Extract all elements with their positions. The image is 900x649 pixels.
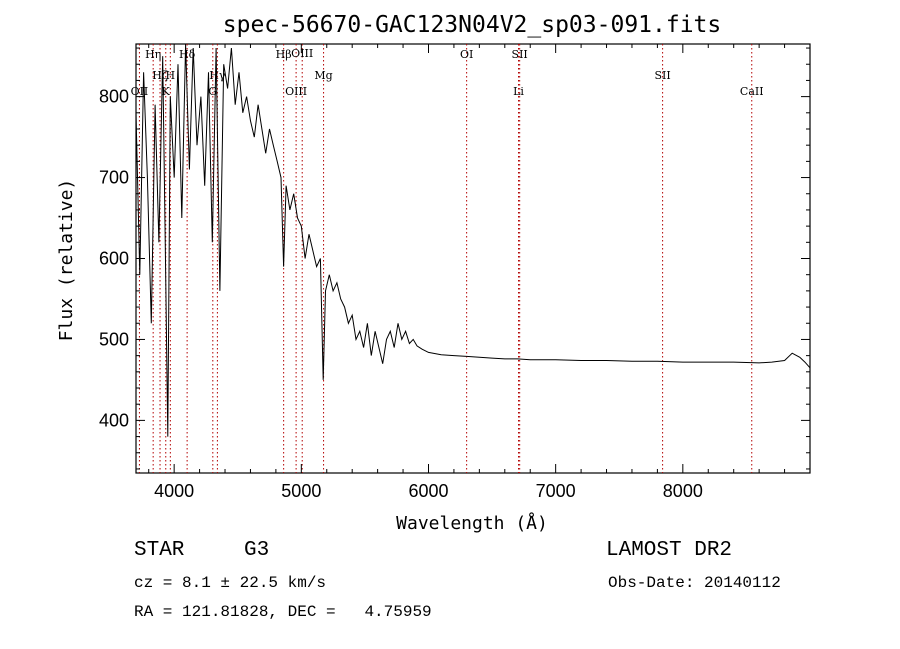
y-tick-label: 500 bbox=[99, 329, 129, 349]
y-axis-label: Flux (relative) bbox=[56, 179, 77, 342]
spectrum-line bbox=[135, 43, 811, 437]
object-class: STAR bbox=[134, 539, 185, 562]
marker-label: G bbox=[208, 85, 217, 98]
marker-label: Hβ bbox=[276, 48, 292, 61]
y-tick-label: 400 bbox=[99, 410, 129, 430]
marker-label: Hη bbox=[145, 48, 161, 61]
y-axis-ticks: 400 500 600 700 800 bbox=[99, 47, 810, 470]
obs-date-text: Obs-Date: 20140112 bbox=[608, 574, 781, 592]
x-tick-label: 5000 bbox=[281, 481, 321, 501]
marker-label: SII bbox=[512, 48, 528, 61]
y-tick-label: 800 bbox=[99, 87, 129, 107]
x-axis-label: Wavelength (Å) bbox=[396, 512, 548, 534]
marker-label: Li bbox=[513, 85, 524, 98]
marker-label: Hζ bbox=[152, 69, 168, 82]
plot-frame bbox=[135, 43, 811, 474]
marker-label: OII bbox=[131, 85, 149, 98]
redshift-text: cz = 8.1 ± 22.5 km/s bbox=[134, 574, 327, 592]
marker-label: Hγ bbox=[209, 69, 226, 82]
y-tick-label: 700 bbox=[99, 168, 129, 188]
x-axis-ticks: 4000 5000 6000 7000 8000 bbox=[148, 44, 811, 501]
x-tick-label: 8000 bbox=[663, 481, 703, 501]
x-tick-label: 7000 bbox=[536, 481, 576, 501]
survey-name: LAMOST DR2 bbox=[606, 539, 733, 562]
marker-label: OIII bbox=[285, 85, 307, 98]
marker-label: OI bbox=[460, 48, 473, 61]
chart-title: spec-56670-GAC123N04V2_sp03-091.fits bbox=[223, 12, 722, 38]
marker-label: H bbox=[166, 69, 176, 82]
x-tick-label: 4000 bbox=[154, 481, 194, 501]
marker-label: Mg bbox=[314, 69, 332, 82]
marker-label: K bbox=[162, 85, 171, 98]
line-markers bbox=[138, 44, 753, 473]
marker-label: Hδ bbox=[179, 48, 196, 61]
object-subclass: G3 bbox=[244, 539, 270, 562]
y-tick-label: 600 bbox=[99, 249, 129, 269]
marker-label: SII bbox=[654, 69, 670, 82]
x-tick-label: 6000 bbox=[408, 481, 448, 501]
coordinates-text: RA = 121.81828, DEC = 4.75959 bbox=[134, 603, 432, 621]
marker-label: OIII bbox=[291, 47, 313, 60]
marker-label: CaII bbox=[740, 85, 764, 98]
